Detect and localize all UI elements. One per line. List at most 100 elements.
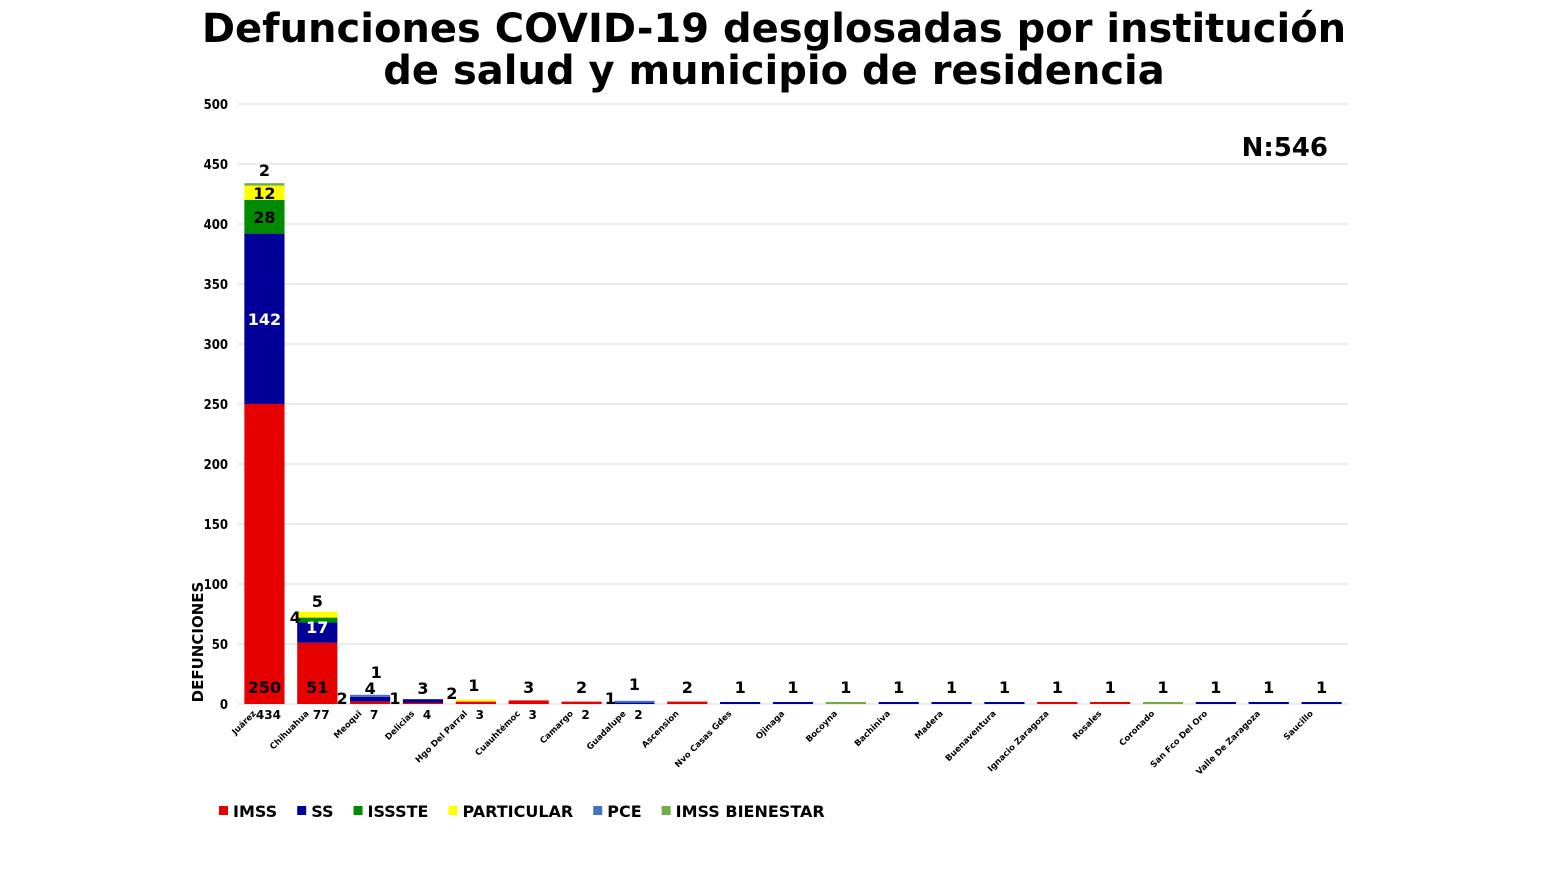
bar-segment (402, 702, 444, 704)
total-label: 2 (634, 708, 642, 722)
bar-segment (772, 702, 814, 704)
x-tick-label: Buenaventura (944, 709, 999, 764)
x-tick-label: Ignacio Zaragoza (986, 709, 1051, 774)
data-label: 2 (576, 678, 587, 697)
y-tick-label: 500 (204, 98, 228, 113)
bar-segment (508, 700, 549, 704)
x-tick-label: Saucillo (1282, 709, 1316, 743)
legend-swatch (593, 806, 603, 815)
bar-segment (720, 702, 761, 704)
x-tick-label: San Fco Del Oro (1149, 709, 1210, 770)
bar-segment (244, 200, 285, 234)
bar-segment (297, 622, 338, 643)
data-label: 1 (389, 689, 400, 708)
chart-title-line-1: Defunciones COVID-19 desglosadas por ins… (202, 6, 1346, 52)
bar-segment (984, 702, 1025, 704)
data-label: 51 (306, 678, 328, 697)
bar-segment (1142, 702, 1184, 704)
data-label: 1 (371, 663, 382, 682)
bar-segment (561, 701, 602, 704)
y-tick-label: 350 (204, 278, 228, 293)
bar-segment (350, 696, 391, 702)
legend: IMSS SS ISSSTE PARTICULAR PCE IMSS BIENESTAR (219, 802, 825, 821)
bar-segment (244, 233, 285, 404)
bar-segment (825, 702, 866, 704)
legend-swatch (297, 806, 307, 815)
y-tick-label: 250 (204, 398, 228, 413)
x-tick-label: Coronado (1118, 709, 1158, 749)
legend-swatch (448, 806, 458, 815)
x-tick-label: Madera (913, 709, 946, 742)
data-label: 1 (1210, 678, 1221, 697)
bar-segment (614, 702, 655, 704)
data-label: 1 (1263, 678, 1274, 697)
chart-title-line-2: de salud y municipio de residencia (383, 48, 1164, 94)
bar-segment (1301, 702, 1342, 704)
data-label: 3 (417, 679, 428, 698)
x-tick-label: Delicias (384, 709, 418, 743)
x-tick-label: Guadalupe (585, 709, 629, 753)
data-label: 12 (253, 184, 275, 203)
y-tick-label: 50 (212, 638, 228, 653)
bar-segment (350, 701, 391, 704)
x-tick-label: Ojinaga (754, 709, 787, 742)
total-label: 2 (581, 708, 589, 722)
legend-swatch (353, 806, 363, 815)
n-annotation: N:546 (1242, 133, 1328, 163)
y-tick-label: 200 (204, 458, 228, 473)
gridlines (238, 103, 1348, 705)
bar-segment (1248, 702, 1289, 704)
x-tick-label: Ascension (640, 709, 681, 750)
bar-segment (244, 404, 285, 704)
data-label: 3 (523, 678, 534, 697)
data-label: 1 (999, 678, 1010, 697)
bar-segment (1090, 702, 1131, 704)
data-label: 1 (735, 678, 746, 697)
data-label: 17 (306, 618, 328, 637)
data-label: 1 (840, 678, 851, 697)
bar-segment (1037, 702, 1078, 704)
x-tick-label: Rosales (1071, 709, 1104, 742)
data-label: 1 (893, 678, 904, 697)
total-label: 7 (370, 708, 378, 722)
legend-label: PARTICULAR (462, 802, 573, 821)
total-label: 4 (423, 708, 431, 722)
bar-segment (244, 183, 285, 186)
data-label: 2 (446, 684, 457, 703)
data-label: 1 (946, 678, 957, 697)
data-label: 2 (336, 689, 347, 708)
legend-label: IMSS BIENESTAR (676, 802, 825, 821)
bar-segment (931, 702, 972, 704)
y-tick-label: 300 (204, 338, 228, 353)
y-tick-label: 100 (204, 578, 228, 593)
legend-label: PCE (607, 802, 641, 821)
y-axis-label: DEFUNCIONES (189, 582, 207, 703)
data-label: 1 (1105, 678, 1116, 697)
total-label: 434 (256, 708, 281, 722)
x-tick-label: Bachiniva (853, 709, 893, 749)
x-tick-label: Meoqui (332, 709, 364, 741)
data-label: 28 (253, 208, 275, 227)
legend-swatch (661, 806, 671, 815)
y-tick-label: 150 (204, 518, 228, 533)
bar-segment (297, 617, 338, 623)
y-tick-label: 0 (220, 698, 228, 713)
data-label: 142 (248, 310, 281, 329)
bar-segment (244, 185, 285, 200)
x-tick-label: Camargo (538, 709, 575, 746)
bar-segment (667, 701, 708, 704)
bar-segment (297, 642, 338, 704)
bar-segment (614, 700, 655, 703)
bar-segment (455, 701, 496, 704)
total-label: 3 (529, 708, 537, 722)
data-label: 1 (1157, 678, 1168, 697)
y-tick-label: 450 (204, 158, 228, 173)
data-label: 5 (312, 592, 323, 611)
bar-segment (455, 699, 496, 702)
data-label: 1 (468, 676, 479, 695)
bars (244, 183, 1342, 704)
bar-segment (878, 702, 919, 704)
